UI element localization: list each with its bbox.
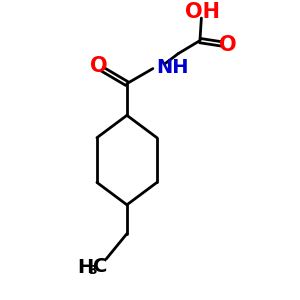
Text: C: C: [93, 257, 107, 276]
Text: 3: 3: [88, 263, 97, 277]
Text: O: O: [219, 34, 236, 55]
Text: NH: NH: [156, 58, 188, 76]
Text: OH: OH: [185, 2, 220, 22]
Text: H: H: [77, 258, 94, 277]
Text: O: O: [90, 56, 107, 76]
